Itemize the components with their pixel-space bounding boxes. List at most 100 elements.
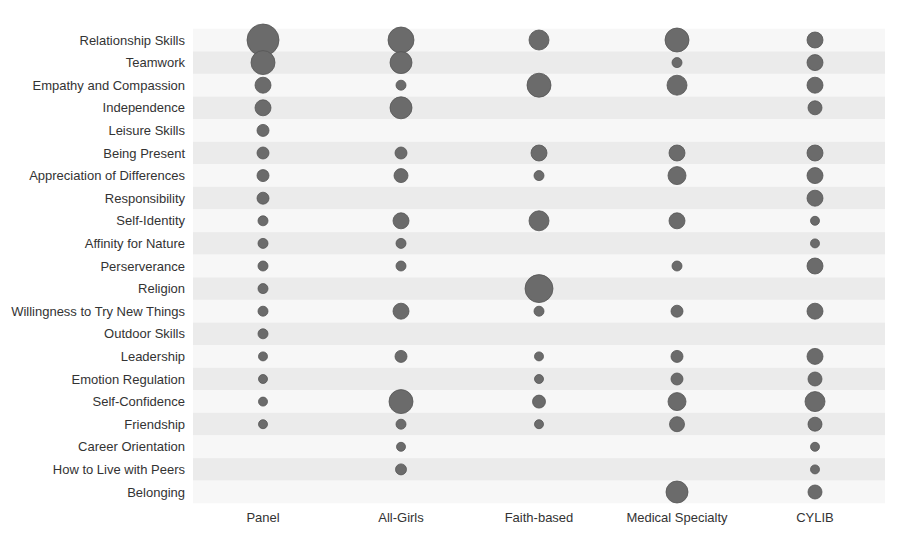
column-label: Medical Specialty [626,510,728,525]
bubble [251,51,275,75]
row-label: Friendship [124,417,185,432]
bubble [534,171,544,181]
bubble [396,419,406,429]
bubble [394,169,408,183]
row-label: Outdoor Skills [104,326,185,341]
bubble [811,216,820,225]
bubble [672,58,682,68]
column-label: CYLIB [796,510,834,525]
bubble [393,213,409,229]
row-band [193,458,885,481]
row-band [193,51,885,74]
bubble [807,77,823,93]
bubble [808,101,822,115]
bubble [390,97,412,119]
bubble [531,145,547,161]
bubble [811,465,820,474]
bubble [807,303,823,319]
bubble [395,350,407,362]
bubble [257,170,269,182]
bubble [525,275,553,303]
bubble [255,100,271,116]
bubble [671,305,683,317]
bubble [669,213,685,229]
bubble [535,420,544,429]
row-label: Leisure Skills [108,123,185,138]
row-label: Independence [103,100,185,115]
bubble [671,350,683,362]
bubble [807,258,823,274]
bubble [396,238,406,248]
bubble [388,27,414,53]
bubble [395,147,407,159]
row-band [193,368,885,391]
row-band [193,142,885,165]
bubble [667,75,687,95]
bubble [666,481,688,503]
row-label: Appreciation of Differences [29,168,185,183]
bubble [807,348,823,364]
bubble [258,238,268,248]
bubble [665,28,689,52]
bubble [529,30,549,50]
bubble [257,124,269,136]
row-band [193,187,885,210]
bubble [671,373,683,385]
row-label: Belonging [127,485,185,500]
row-label: Empathy and Compassion [33,78,185,93]
row-label: Leadership [121,349,185,364]
bubble [534,306,544,316]
bubble [390,52,412,74]
row-label: Career Orientation [78,439,185,454]
row-band [193,232,885,255]
bubble [255,77,271,93]
bubble [389,390,413,414]
column-label: Faith-based [505,510,574,525]
row-label: Emotion Regulation [72,372,185,387]
bubble [808,372,822,386]
chart: Relationship SkillsTeamworkEmpathy and C… [0,0,900,536]
bubble [258,306,268,316]
row-band [193,119,885,142]
column-label: All-Girls [378,510,424,525]
bubble [669,145,685,161]
bubble [393,303,409,319]
row-band [193,97,885,120]
bubble [257,147,269,159]
bubble [259,375,268,384]
bubble [808,485,822,499]
row-label: Self-Identity [116,213,185,228]
bubbles [247,24,825,503]
bubble [807,190,823,206]
bubble [257,192,269,204]
bubble [397,442,406,451]
bubble [259,397,268,406]
row-band [193,323,885,346]
row-label: Responsibility [105,191,186,206]
bubble [535,352,544,361]
row-label: Relationship Skills [80,33,186,48]
row-band [193,300,885,323]
bubble [668,393,686,411]
row-band [193,436,885,459]
row-band [193,164,885,187]
bubble [670,417,685,432]
row-band [193,210,885,233]
row-label: How to Live with Peers [53,462,186,477]
bubble [258,284,268,294]
row-label: Religion [138,281,185,296]
bubble [259,420,268,429]
bubble [258,216,268,226]
bubble [807,145,823,161]
bubble [811,442,820,451]
bubble [396,464,407,475]
bubble [529,211,549,231]
row-band [193,345,885,368]
bubble [672,261,682,271]
row-band [193,413,885,436]
row-label: Perserverance [100,259,185,274]
row-band [193,74,885,97]
bubble [535,375,544,384]
bubble [808,417,822,431]
bubble [258,329,268,339]
